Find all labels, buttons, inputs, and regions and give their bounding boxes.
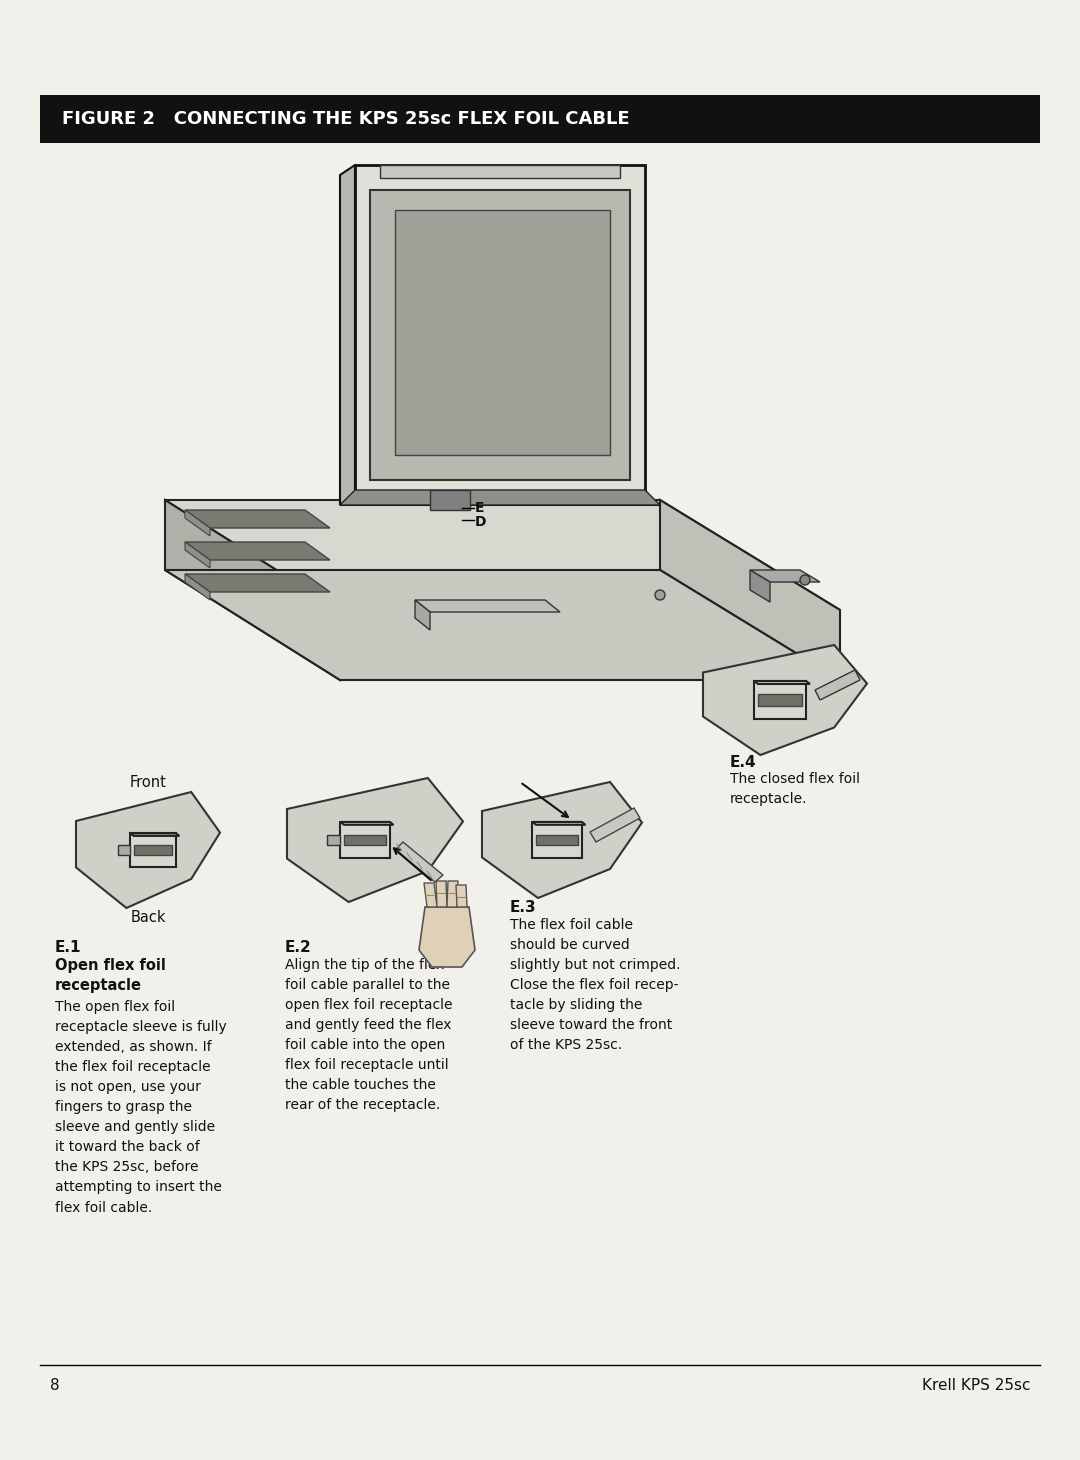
Polygon shape: [327, 835, 340, 845]
Text: 8: 8: [50, 1378, 59, 1393]
Polygon shape: [447, 880, 458, 907]
Polygon shape: [532, 822, 585, 825]
Polygon shape: [532, 822, 582, 858]
Text: Back: Back: [131, 910, 165, 926]
Polygon shape: [380, 165, 620, 178]
Polygon shape: [118, 845, 130, 856]
Polygon shape: [130, 834, 176, 867]
Polygon shape: [340, 165, 355, 505]
Polygon shape: [660, 499, 840, 680]
Bar: [40, 95, 1040, 143]
Circle shape: [654, 590, 665, 600]
Polygon shape: [536, 835, 578, 845]
Text: The closed flex foil
receptacle.: The closed flex foil receptacle.: [730, 772, 860, 806]
Polygon shape: [436, 880, 447, 907]
Text: Open flex foil
receptacle: Open flex foil receptacle: [55, 958, 166, 993]
Polygon shape: [185, 574, 210, 600]
Polygon shape: [355, 165, 645, 495]
Polygon shape: [185, 510, 330, 529]
Text: E.4: E.4: [730, 755, 757, 769]
Polygon shape: [185, 574, 330, 591]
Polygon shape: [185, 542, 330, 561]
Polygon shape: [165, 569, 840, 680]
Polygon shape: [165, 499, 840, 610]
Polygon shape: [750, 569, 820, 583]
Polygon shape: [340, 822, 390, 858]
Text: Krell KPS 25sc: Krell KPS 25sc: [921, 1378, 1030, 1393]
Polygon shape: [340, 491, 660, 505]
Polygon shape: [340, 495, 660, 505]
Polygon shape: [185, 542, 210, 568]
Polygon shape: [370, 190, 630, 480]
Circle shape: [800, 575, 810, 585]
Text: FIGURE 2   CONNECTING THE KPS 25sc FLEX FOIL CABLE: FIGURE 2 CONNECTING THE KPS 25sc FLEX FO…: [62, 110, 630, 128]
Polygon shape: [395, 210, 610, 456]
Polygon shape: [395, 842, 443, 882]
Polygon shape: [165, 499, 340, 680]
Text: E: E: [475, 501, 485, 515]
Polygon shape: [76, 791, 220, 908]
Polygon shape: [815, 670, 860, 699]
Polygon shape: [754, 680, 810, 683]
Polygon shape: [703, 645, 867, 755]
Text: Front: Front: [130, 775, 166, 790]
Polygon shape: [130, 834, 179, 837]
Polygon shape: [750, 569, 770, 602]
Text: E.1: E.1: [55, 940, 81, 955]
Text: Align the tip of the flex
foil cable parallel to the
open flex foil receptacle
a: Align the tip of the flex foil cable par…: [285, 958, 453, 1113]
Polygon shape: [340, 822, 393, 825]
Polygon shape: [758, 695, 802, 705]
Polygon shape: [754, 680, 806, 718]
Polygon shape: [415, 600, 430, 631]
Polygon shape: [424, 883, 437, 907]
Text: E.2: E.2: [285, 940, 312, 955]
Polygon shape: [415, 600, 561, 612]
Polygon shape: [430, 491, 470, 510]
Text: The flex foil cable
should be curved
slightly but not crimped.
Close the flex fo: The flex foil cable should be curved sli…: [510, 918, 680, 1053]
Text: The open flex foil
receptacle sleeve is fully
extended, as shown. If
the flex fo: The open flex foil receptacle sleeve is …: [55, 1000, 227, 1215]
Polygon shape: [590, 807, 640, 842]
Polygon shape: [134, 845, 173, 856]
Polygon shape: [456, 885, 467, 907]
Polygon shape: [482, 783, 642, 898]
Polygon shape: [419, 907, 475, 967]
Polygon shape: [185, 510, 210, 536]
Polygon shape: [345, 835, 386, 845]
Text: D: D: [475, 515, 486, 529]
Text: E.3: E.3: [510, 899, 537, 915]
Polygon shape: [287, 778, 463, 902]
